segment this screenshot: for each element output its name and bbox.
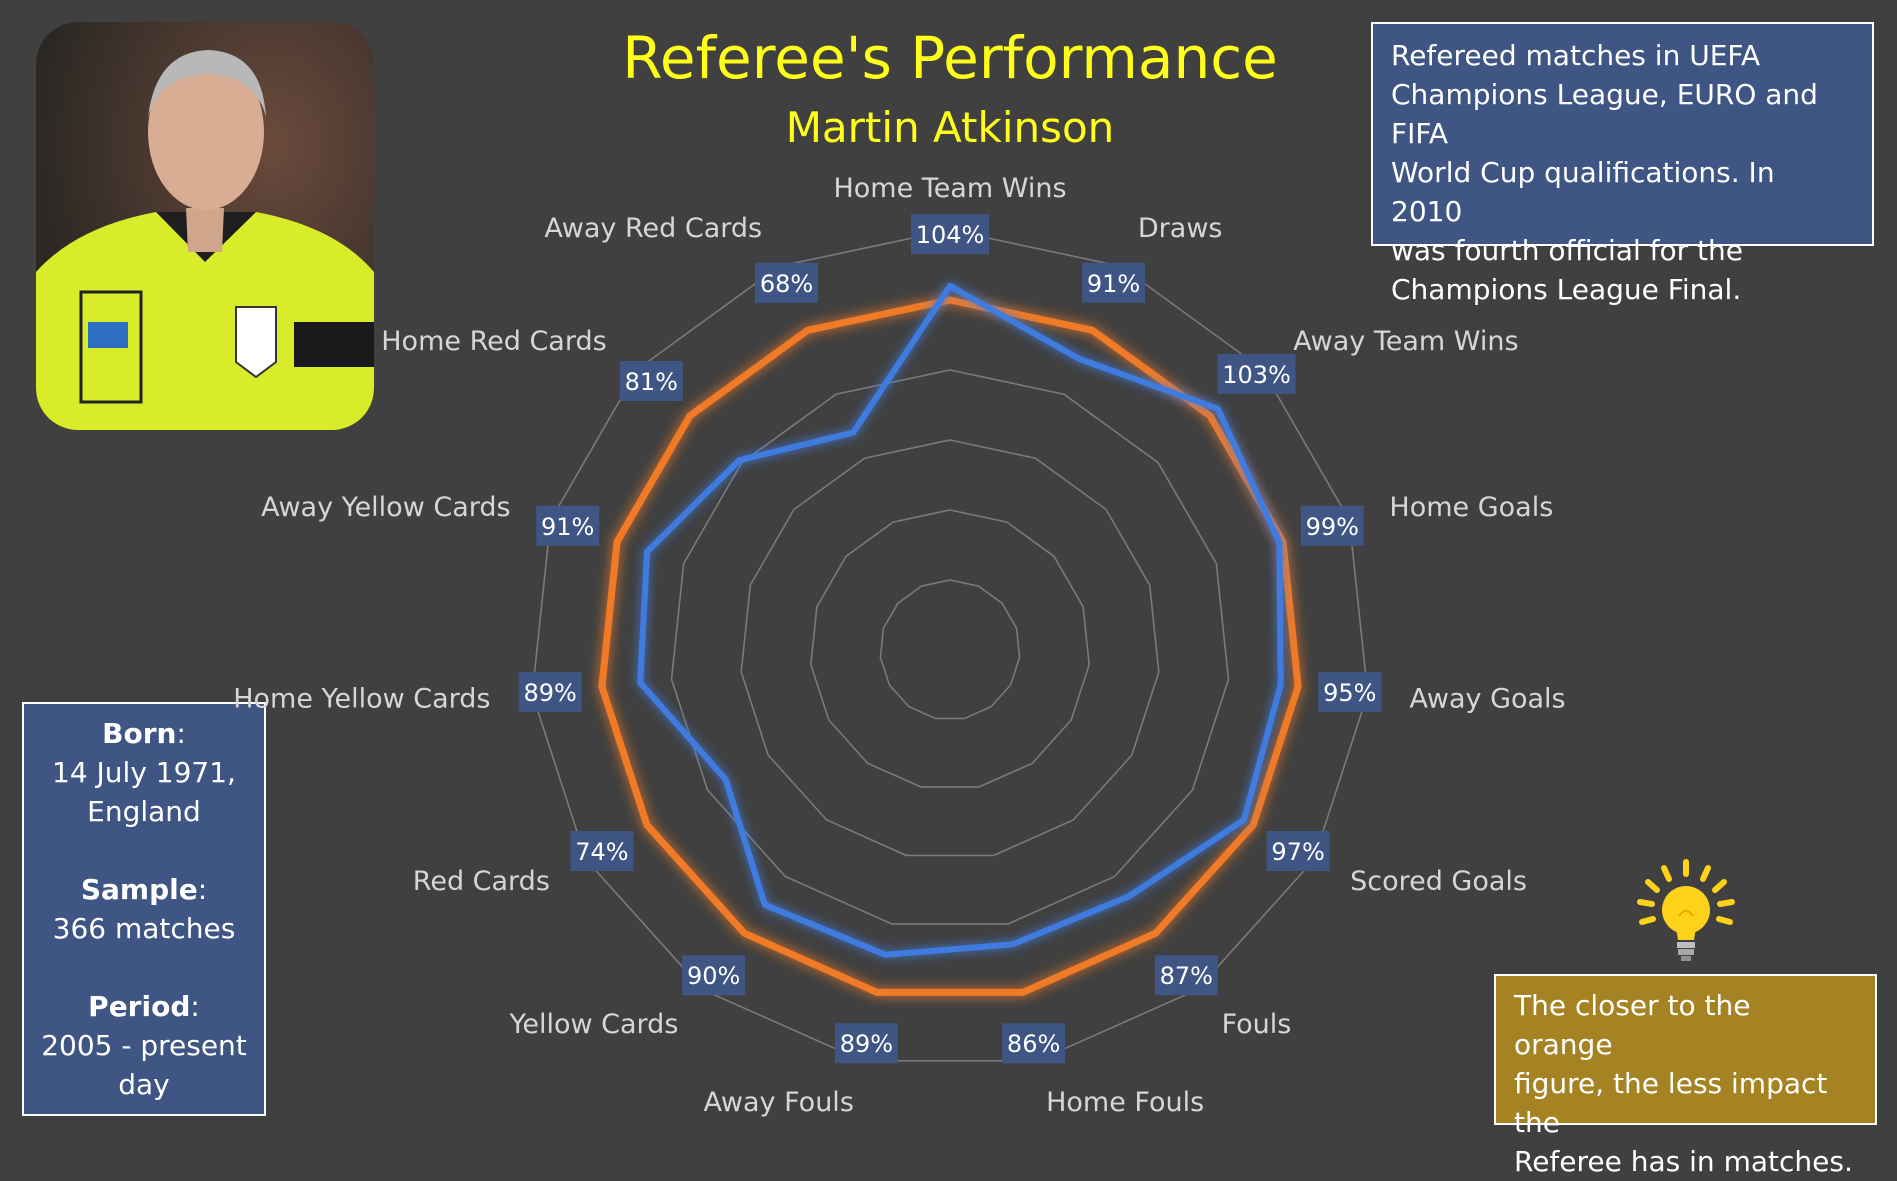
info-line: Champions League, EURO and FIFA <box>1391 78 1818 150</box>
data-label-box <box>536 505 600 546</box>
grid-ring <box>670 369 1230 925</box>
period-label: Period <box>88 990 191 1023</box>
grid-ring <box>879 579 1021 720</box>
born-label: Born <box>102 717 177 750</box>
axis-label: Home Red Cards <box>381 326 606 357</box>
data-label: 95% <box>1323 679 1376 707</box>
data-label-box <box>1266 831 1330 871</box>
grid-ring <box>740 439 1160 857</box>
data-label-box <box>1318 672 1382 712</box>
lightbulb-icon <box>1637 859 1735 961</box>
born-value: 14 July 1971, <box>52 756 236 789</box>
data-label: 91% <box>541 513 594 541</box>
sample-label: Sample <box>80 873 198 906</box>
data-label: 74% <box>575 838 628 866</box>
tip-line: figure, the less impact the <box>1514 1067 1828 1139</box>
axis-label: Home Fouls <box>1046 1087 1204 1118</box>
data-label: 97% <box>1271 838 1324 866</box>
info-line: Refereed matches in UEFA <box>1391 39 1761 72</box>
data-label-box <box>518 672 582 712</box>
data-label: 91% <box>1087 270 1140 298</box>
grid-ring <box>531 229 1369 1062</box>
axis-label: Home Team Wins <box>833 173 1066 204</box>
axis-label: Yellow Cards <box>508 1009 678 1040</box>
data-label: 90% <box>687 962 740 990</box>
chart-subtitle: Martin Atkinson <box>785 103 1115 152</box>
reference-series-line <box>598 296 1302 996</box>
period-value: 2005 - present <box>41 1029 247 1062</box>
axis-label: Away Red Cards <box>544 213 762 244</box>
data-label-box <box>1002 1023 1066 1064</box>
radar-chart: Home Team Wins Draws Away Team Wins Home Go… <box>233 173 1566 1118</box>
chart-title: Referee's Performance <box>622 24 1278 92</box>
axis-label: Away Yellow Cards <box>261 492 511 523</box>
data-label: 89% <box>840 1030 893 1058</box>
data-label-box <box>1217 354 1296 394</box>
data-label: 87% <box>1160 962 1213 990</box>
data-label: 86% <box>1007 1030 1060 1058</box>
referee-portrait-icon <box>36 22 374 430</box>
axis-label: Red Cards <box>413 866 550 897</box>
tip-line: Referee has in matches. <box>1514 1145 1853 1178</box>
period-value: day <box>118 1068 170 1101</box>
data-label-box <box>755 262 818 303</box>
born-value: England <box>87 795 201 828</box>
tip-box: The closer to the orange figure, the les… <box>1494 974 1877 1178</box>
data-label: 103% <box>1222 361 1291 389</box>
data-label: 104% <box>916 221 985 249</box>
career-info-box: Refereed matches in UEFA Champions Leagu… <box>1371 22 1874 306</box>
axis-label: Home Yellow Cards <box>233 683 490 714</box>
data-label-box <box>619 361 683 401</box>
data-label-box <box>911 214 989 254</box>
data-label-box <box>682 955 746 996</box>
data-label-box <box>1082 262 1145 303</box>
grid-ring <box>809 509 1091 788</box>
axis-label: Fouls <box>1222 1009 1292 1040</box>
data-label-box <box>1300 505 1364 546</box>
axis-label: Draws <box>1138 213 1223 244</box>
bio-box: Born: 14 July 1971, England Sample: 366 … <box>22 702 266 1116</box>
tip-line: The closer to the orange <box>1514 989 1751 1061</box>
data-label-box <box>1154 955 1218 996</box>
data-label: 68% <box>760 270 813 298</box>
data-label: 81% <box>625 368 678 396</box>
data-label: 89% <box>524 679 577 707</box>
sample-value: 366 matches <box>52 912 236 945</box>
referee-photo <box>36 22 374 430</box>
axis-label: Home Goals <box>1389 492 1553 523</box>
data-label-box <box>570 831 634 871</box>
info-line: World Cup qualifications. In 2010 <box>1391 156 1775 228</box>
referee-series-line <box>637 283 1284 958</box>
data-label: 99% <box>1306 513 1359 541</box>
info-line: Champions League Final. <box>1391 273 1742 306</box>
axis-label: Away Fouls <box>704 1087 854 1118</box>
axis-label: Away Team Wins <box>1293 326 1518 357</box>
axis-label: Away Goals <box>1410 683 1566 714</box>
data-label-box <box>834 1023 898 1064</box>
info-line: was fourth official for the <box>1391 234 1743 267</box>
axis-label: Scored Goals <box>1350 866 1527 897</box>
